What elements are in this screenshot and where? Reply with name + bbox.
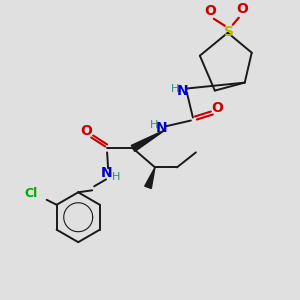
Text: H: H	[171, 84, 179, 94]
Text: N: N	[100, 167, 112, 180]
Text: S: S	[224, 25, 234, 39]
Text: O: O	[236, 2, 248, 16]
Polygon shape	[131, 130, 166, 152]
Text: H: H	[112, 172, 120, 182]
Text: O: O	[80, 124, 92, 139]
Text: N: N	[156, 122, 168, 136]
Text: Cl: Cl	[24, 187, 37, 200]
Text: O: O	[204, 4, 216, 18]
Text: N: N	[177, 84, 189, 98]
Polygon shape	[145, 167, 155, 188]
Text: O: O	[211, 100, 223, 115]
Text: H: H	[150, 121, 158, 130]
